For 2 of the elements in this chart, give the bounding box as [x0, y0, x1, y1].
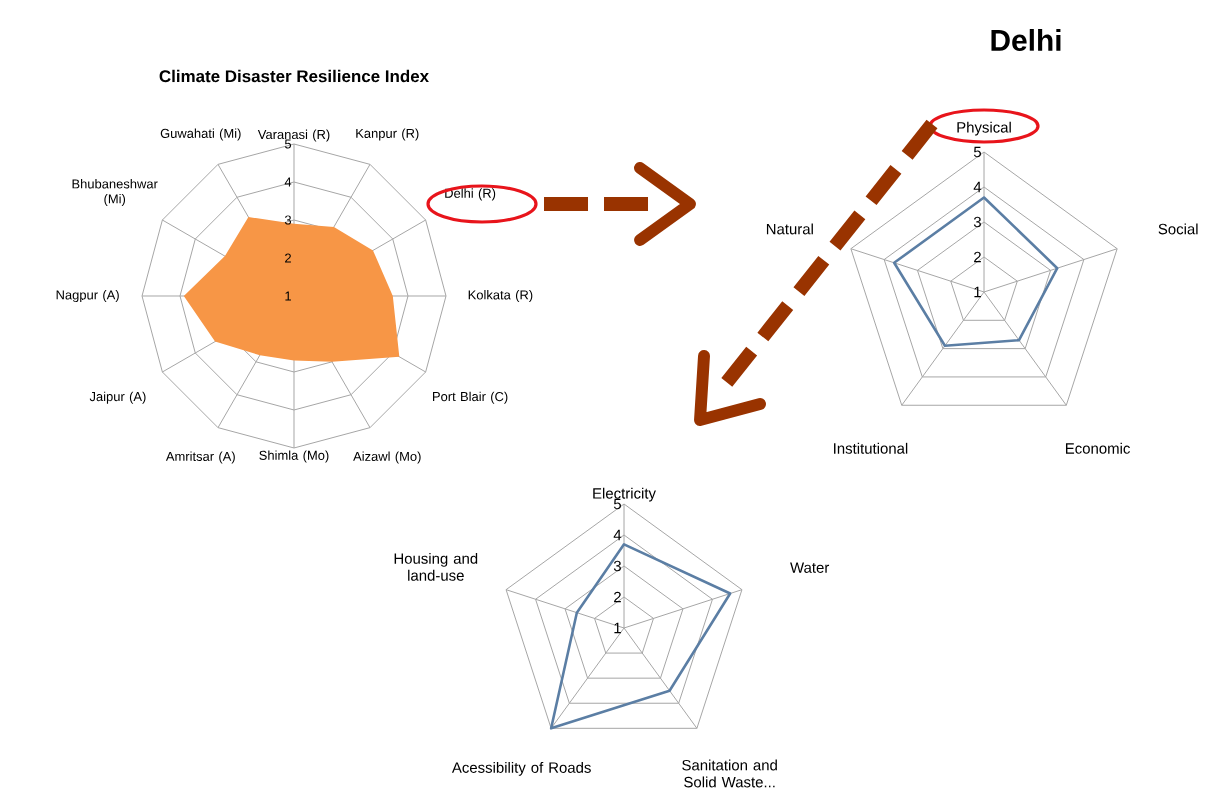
chart-title: Climate Disaster Resilience Index [159, 69, 429, 83]
chart-title: Delhi [991, 29, 1061, 51]
